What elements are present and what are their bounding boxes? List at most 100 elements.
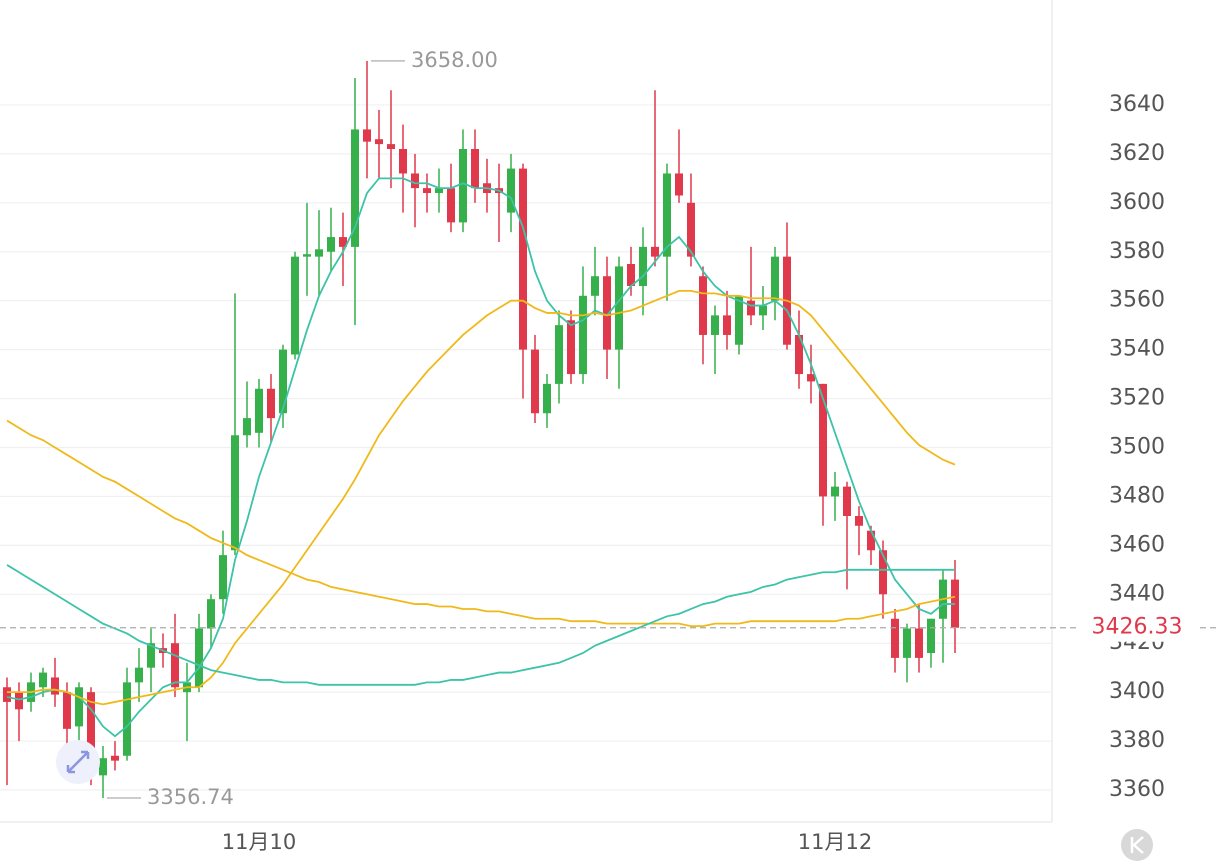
y-tick-label: 3360 [1109,777,1165,802]
candle-body [591,276,599,296]
candle-body [531,349,539,414]
candle-body [351,129,359,247]
candle-body [663,173,671,257]
last-price-badge [1078,613,1198,642]
candle-body [567,320,575,375]
candle-body [99,758,107,776]
candle-body [855,515,863,526]
y-tick-label: 3400 [1109,679,1165,704]
candle-body [447,188,455,223]
candle-body [339,237,347,247]
candle-body [843,486,851,516]
candle-body [579,295,587,375]
plot: 3360338034003420344034603480350035203540… [0,48,1220,854]
candle-body [375,139,383,145]
candle-body [39,672,47,688]
x-tick-label: 11月12 [798,830,872,854]
candle-body [603,276,611,350]
y-tick-label: 3560 [1109,288,1165,313]
y-tick-label: 3380 [1109,728,1165,753]
high-label: 3658.00 [411,48,498,72]
y-tick-label: 3460 [1109,532,1165,557]
zoom-icon[interactable] [56,740,100,784]
y-tick-label: 3500 [1109,434,1165,459]
candle-body [807,374,815,382]
y-tick-label: 3440 [1109,581,1165,606]
candle-body [255,388,263,433]
candle-body [819,383,827,497]
candle-body [399,148,407,174]
candle-body [639,246,647,287]
ma-line [6,177,955,738]
candle-body [759,305,767,316]
candle-body [555,325,563,384]
candle-body [411,173,419,189]
candle-body [519,168,527,350]
candle-body [111,755,119,761]
candle-body [363,129,371,142]
y-tick-label: 3480 [1109,483,1165,508]
candle-body [15,692,23,710]
candle-body [615,266,623,350]
candle-body [771,256,779,301]
x-tick-label: 11月10 [222,830,296,854]
candle-body [51,677,59,695]
candle-body [303,254,311,257]
candle-body [831,486,839,497]
candle-body [75,687,83,727]
candle-body [243,418,251,436]
candle-body [147,643,155,668]
candle-body [651,246,659,257]
y-tick-label: 3520 [1109,386,1165,411]
y-tick-label: 3540 [1109,337,1165,362]
candle-body [3,687,11,702]
candle-body [279,349,287,414]
candle-body [195,628,203,688]
candle-body [123,682,131,756]
candle-body [747,300,755,316]
candle-body [63,692,71,729]
candle-body [627,263,635,287]
candle-body [471,148,479,189]
y-tick-label: 3580 [1109,239,1165,264]
candle-body [423,188,431,194]
y-tick-label: 3620 [1109,141,1165,166]
candle-body [687,202,695,257]
candle-body [675,173,683,196]
candle-body [795,334,803,375]
candle-body [231,435,239,551]
candle-body [171,643,179,688]
candle-body [327,237,335,252]
last-price-label: 3426.33 [1092,615,1183,640]
low-label: 3356.74 [147,785,234,809]
candle-body [267,388,275,419]
candle-body [207,599,215,629]
candle-body [915,628,923,658]
candle-body [927,618,935,654]
candle-body [135,667,143,683]
candle-body [711,315,719,335]
candle-body [87,692,95,771]
candle-body [735,295,743,345]
candle-body [723,315,731,335]
ma-line [6,419,956,627]
ma-line [6,564,955,686]
ma-line [7,290,956,706]
y-tick-label: 3640 [1109,92,1165,117]
candle-body [891,618,899,658]
candle-body [387,144,395,149]
candle-body [699,276,707,335]
candle-body [903,628,911,658]
candle-body [291,256,299,355]
candle-body [435,188,443,194]
y-tick-label: 3600 [1109,190,1165,215]
candle-body [219,555,227,600]
candle-body [543,383,551,414]
candle-body [459,148,467,223]
k-button[interactable] [1121,829,1153,861]
candle-body [879,550,887,595]
candle-body [507,168,515,213]
candle-body [315,249,323,257]
